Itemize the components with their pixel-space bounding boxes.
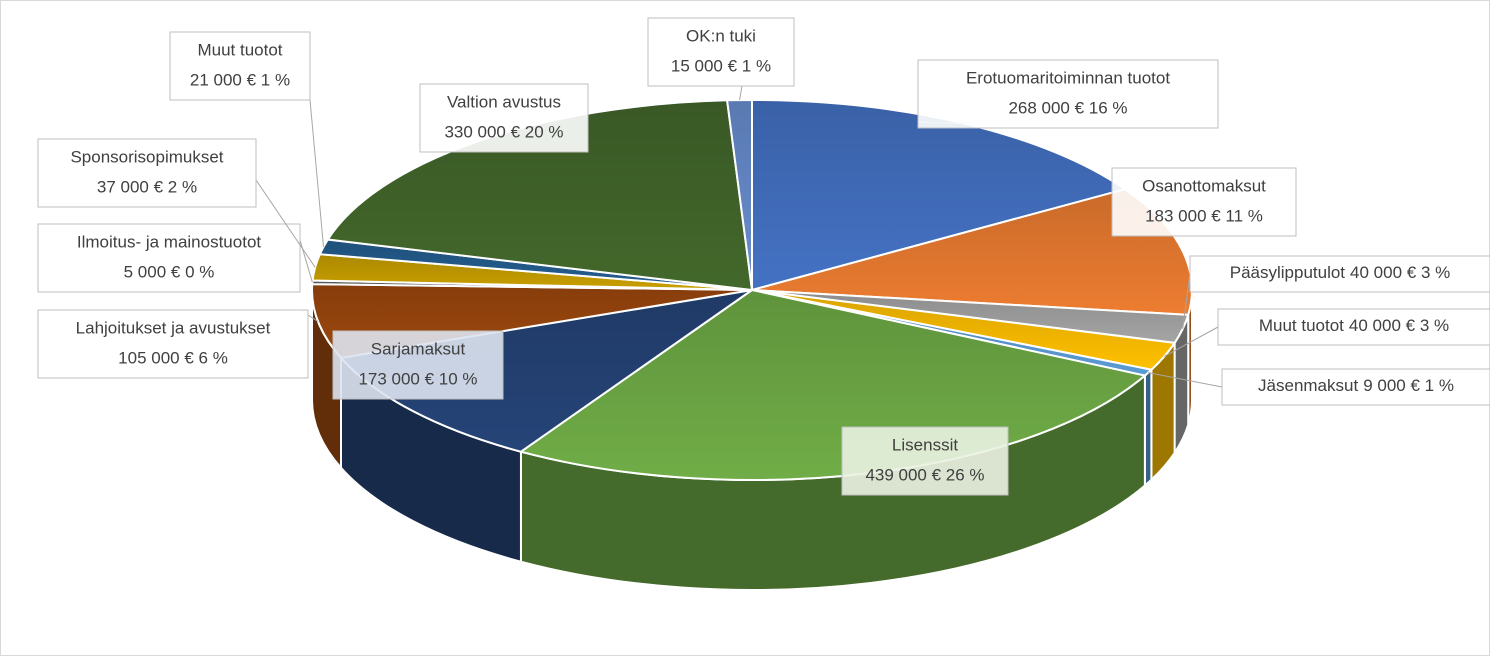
data-label: 40 000 € 3 % [1349, 316, 1449, 335]
leader-line [299, 239, 313, 283]
label-name: Ilmoitus- ja mainostuotot [77, 232, 262, 251]
data-label: 105 000 € 6 % [118, 348, 228, 367]
label-box [1111, 167, 1297, 237]
label-box [419, 83, 589, 153]
data-label: 9 000 € 1 % [1363, 376, 1454, 395]
label: Jäsenmaksut 9 000 € 1 % [1258, 376, 1454, 395]
data-label: 5 000 € 0 % [124, 262, 215, 281]
leader-line [1163, 326, 1219, 357]
label-box [1217, 308, 1490, 346]
data-label: 173 000 € 10 % [358, 369, 477, 388]
data-label: 268 000 € 16 % [1008, 98, 1127, 117]
label-name: Jäsenmaksut [1258, 376, 1358, 395]
label-name: Pääsylipputulot [1230, 263, 1346, 282]
label-name: Lahjoitukset ja avustukset [76, 318, 271, 337]
label-box [169, 31, 311, 101]
data-label: 21 000 € 1 % [190, 70, 290, 89]
data-label: 330 000 € 20 % [444, 122, 563, 141]
label-name: OK:n tuki [686, 26, 756, 45]
label-name: Muut tuotot [197, 40, 282, 59]
label-box [647, 17, 795, 87]
data-label: 439 000 € 26 % [865, 465, 984, 484]
data-label: 15 000 € 1 % [671, 56, 771, 75]
label-box [1189, 255, 1490, 293]
label-name: Sponsorisopimukset [70, 147, 223, 166]
label-name: Erotuomaritoiminnan tuotot [966, 68, 1170, 87]
label-box [37, 138, 257, 208]
leader-line [1182, 273, 1191, 330]
label-box [37, 309, 309, 379]
leader-line [1148, 372, 1223, 388]
label-box [1221, 368, 1490, 406]
label-box [332, 330, 504, 400]
label-box [841, 426, 1009, 496]
label-name: Muut tuotot [1259, 316, 1344, 335]
data-label: 37 000 € 2 % [97, 177, 197, 196]
data-label: 40 000 € 3 % [1350, 263, 1450, 282]
leader-line [739, 85, 743, 101]
label-name: Osanottomaksut [1142, 176, 1266, 195]
label: Muut tuotot 40 000 € 3 % [1259, 316, 1449, 335]
label-name: Sarjamaksut [371, 339, 466, 358]
leader-line [255, 179, 316, 268]
label-box [917, 59, 1219, 129]
label: Pääsylipputulot 40 000 € 3 % [1230, 263, 1451, 282]
data-label: 183 000 € 11 % [1145, 206, 1263, 225]
label-box [37, 223, 301, 293]
leader-line [309, 99, 325, 247]
label-name: Lisenssit [892, 435, 958, 454]
label-name: Valtion avustus [447, 92, 561, 111]
